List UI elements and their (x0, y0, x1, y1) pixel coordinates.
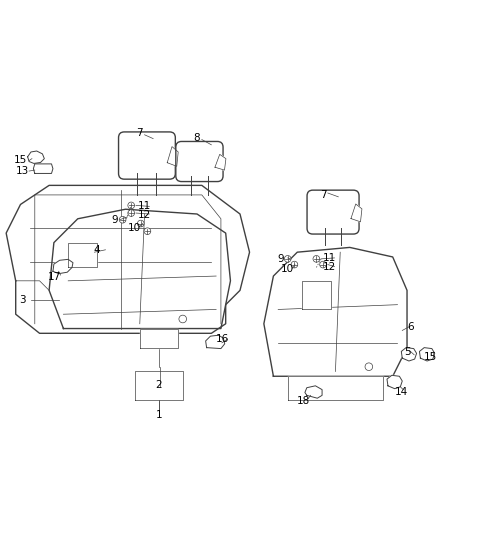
Polygon shape (53, 260, 73, 273)
Text: 7: 7 (320, 190, 326, 200)
Text: 9: 9 (112, 215, 118, 225)
Polygon shape (6, 185, 250, 333)
Text: 10: 10 (281, 264, 294, 274)
Text: 7: 7 (136, 128, 143, 138)
Text: 5: 5 (404, 348, 410, 358)
Polygon shape (68, 243, 97, 266)
Circle shape (128, 202, 134, 209)
Text: 13: 13 (16, 166, 29, 176)
Polygon shape (167, 147, 178, 166)
Text: 18: 18 (296, 396, 310, 406)
Text: 2: 2 (156, 380, 162, 390)
Polygon shape (420, 348, 435, 361)
FancyBboxPatch shape (176, 141, 223, 182)
Circle shape (313, 255, 320, 262)
Circle shape (284, 255, 291, 262)
FancyBboxPatch shape (307, 190, 359, 234)
Text: 14: 14 (395, 386, 408, 397)
Circle shape (144, 228, 151, 235)
Text: 11: 11 (138, 201, 151, 212)
Text: 1: 1 (156, 410, 162, 421)
Polygon shape (49, 209, 230, 328)
Text: 12: 12 (323, 262, 336, 271)
Polygon shape (135, 372, 183, 400)
FancyBboxPatch shape (119, 132, 175, 179)
Polygon shape (140, 328, 178, 348)
Polygon shape (288, 376, 383, 400)
Circle shape (291, 261, 298, 268)
Polygon shape (28, 151, 44, 164)
Circle shape (365, 363, 372, 370)
Polygon shape (264, 247, 407, 376)
Text: 15: 15 (14, 155, 27, 165)
Text: 3: 3 (20, 295, 26, 305)
Text: 15: 15 (424, 352, 437, 362)
Text: 6: 6 (408, 321, 414, 332)
Polygon shape (34, 164, 53, 173)
Text: 9: 9 (277, 254, 284, 264)
Circle shape (119, 216, 126, 223)
Text: 16: 16 (216, 334, 229, 344)
Polygon shape (351, 204, 362, 222)
Polygon shape (215, 155, 226, 170)
Circle shape (179, 315, 187, 323)
Polygon shape (401, 348, 417, 361)
Polygon shape (305, 386, 322, 398)
Text: 10: 10 (128, 223, 141, 233)
Text: 12: 12 (138, 210, 151, 220)
Text: 4: 4 (94, 245, 100, 255)
Circle shape (128, 209, 134, 216)
Circle shape (320, 261, 326, 268)
Circle shape (137, 220, 144, 227)
Text: 11: 11 (323, 253, 336, 263)
Text: 17: 17 (48, 272, 61, 282)
Text: 8: 8 (194, 133, 200, 143)
Polygon shape (302, 281, 331, 310)
Polygon shape (387, 375, 402, 389)
Polygon shape (205, 335, 225, 349)
